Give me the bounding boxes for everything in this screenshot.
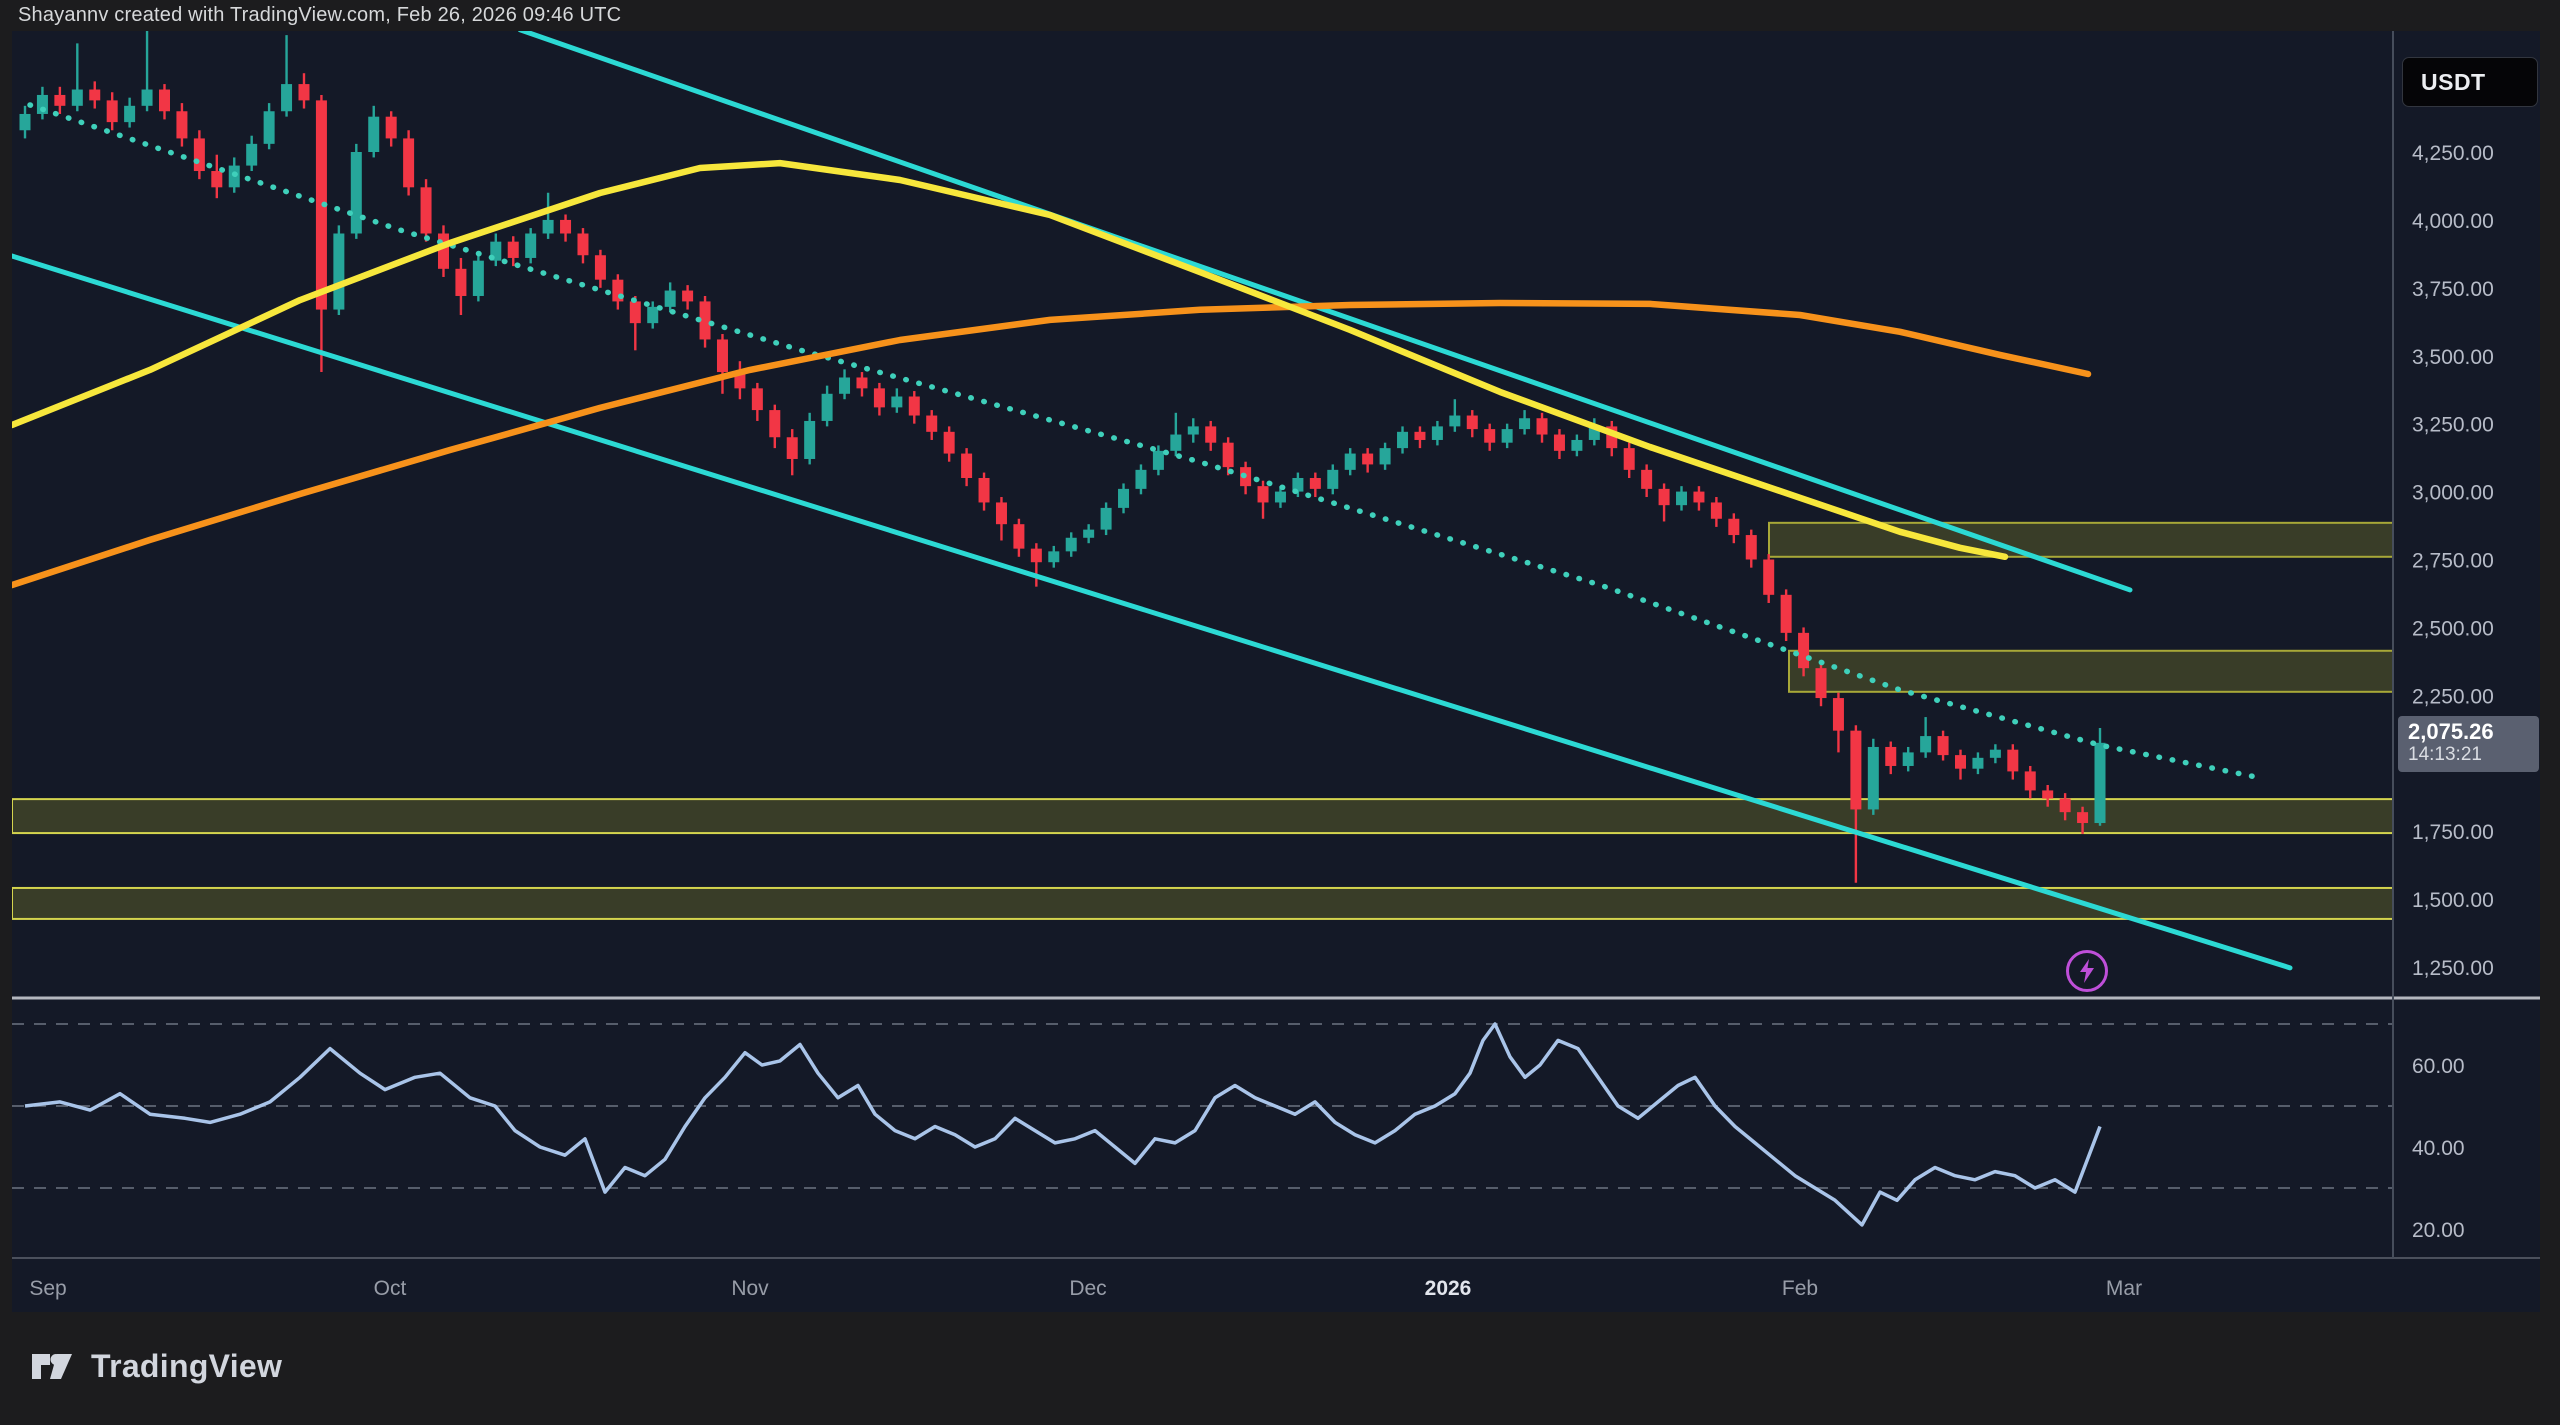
svg-text:Mar: Mar (2106, 1277, 2142, 1300)
support-resistance-zones (12, 521, 2393, 920)
last-price-badge: 2,075.26 14:13:21 (2398, 716, 2539, 772)
svg-text:2,500.00: 2,500.00 (2412, 617, 2494, 640)
svg-text:2,750.00: 2,750.00 (2412, 550, 2494, 573)
svg-text:2,250.00: 2,250.00 (2412, 685, 2494, 708)
last-price-countdown: 14:13:21 (2408, 744, 2482, 765)
chart-background (12, 31, 2540, 1312)
svg-text:Sep: Sep (29, 1277, 66, 1300)
lightning-button[interactable] (2066, 950, 2108, 992)
rsi-axis[interactable]: 60.00 40.00 20.00 (2412, 1055, 2465, 1242)
tradingview-logo-text: TradingView (91, 1347, 283, 1384)
svg-text:Oct: Oct (374, 1277, 407, 1300)
svg-text:1,500.00: 1,500.00 (2412, 889, 2494, 912)
tradingview-logo-icon (32, 1354, 72, 1379)
tradingview-logo[interactable]: TradingView (28, 1342, 282, 1390)
svg-text:Nov: Nov (731, 1277, 769, 1300)
currency-badge: USDT (2402, 57, 2538, 107)
currency-label: USDT (2421, 68, 2486, 95)
header-bar: Shayannv created with TradingView.com, F… (0, 0, 2560, 31)
overlay-lines (12, 31, 2293, 971)
header-title: Shayannv created with TradingView.com, F… (18, 4, 622, 26)
price-axis[interactable]: 4,250.00 4,000.00 3,750.00 3,500.00 3,250.00… (2412, 142, 2494, 980)
rsi-pane-content (12, 1022, 2393, 1227)
svg-text:1,250.00: 1,250.00 (2412, 957, 2494, 980)
last-price-value: 2,075.26 (2408, 719, 2494, 744)
svg-text:3,500.00: 3,500.00 (2412, 346, 2494, 369)
time-axis[interactable]: Sep Oct Nov Dec 2026 Feb Mar (29, 1277, 2142, 1300)
svg-text:Feb: Feb (1782, 1277, 1818, 1300)
svg-text:1,750.00: 1,750.00 (2412, 821, 2494, 844)
svg-text:20.00: 20.00 (2412, 1219, 2465, 1242)
svg-text:60.00: 60.00 (2412, 1055, 2465, 1078)
svg-text:40.00: 40.00 (2412, 1137, 2465, 1160)
candlestick-series (19, 31, 2106, 883)
svg-text:4,000.00: 4,000.00 (2412, 210, 2494, 233)
svg-text:3,250.00: 3,250.00 (2412, 414, 2494, 437)
svg-text:3,000.00: 3,000.00 (2412, 482, 2494, 505)
svg-text:3,750.00: 3,750.00 (2412, 278, 2494, 301)
svg-text:Dec: Dec (1069, 1277, 1106, 1300)
svg-text:4,250.00: 4,250.00 (2412, 142, 2494, 165)
svg-text:2026: 2026 (1425, 1277, 1472, 1300)
lightning-icon (2080, 959, 2094, 983)
